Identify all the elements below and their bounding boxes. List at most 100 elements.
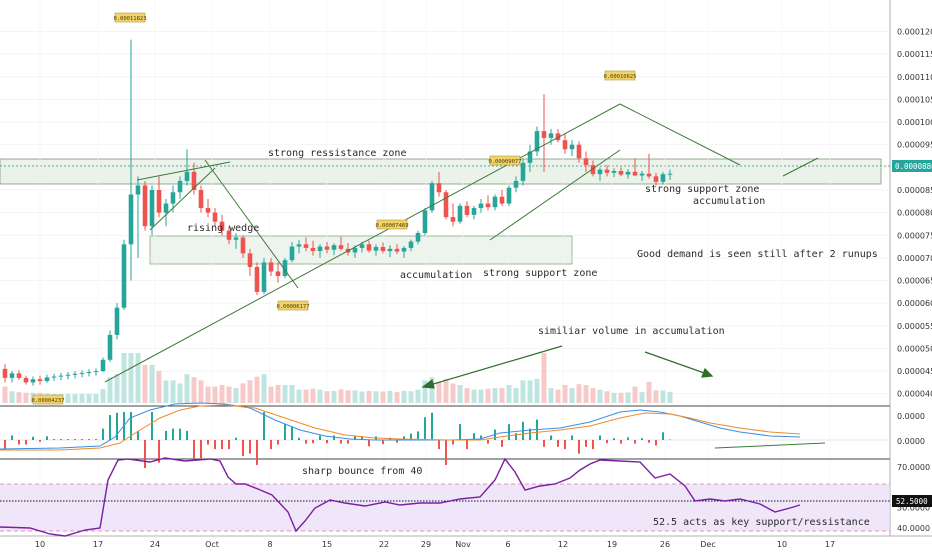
- volume-bar: [233, 388, 239, 403]
- macd-hist-bar: [571, 435, 573, 440]
- macd-hist-bar: [305, 440, 307, 444]
- volume-bar: [128, 353, 134, 403]
- volume-bar: [646, 381, 652, 403]
- candle-body: [464, 205, 470, 215]
- volume-bar: [212, 386, 218, 403]
- demand-note: Good demand is seen still after 2 runups: [637, 249, 878, 260]
- rising-wedge-label: rising wedge: [187, 223, 259, 234]
- candle-body: [44, 377, 50, 382]
- macd-hist-bar: [137, 430, 139, 440]
- volume-bar: [569, 388, 575, 403]
- volume-bar: [219, 385, 225, 403]
- macd-hist-bar: [60, 439, 62, 440]
- candle-body: [170, 192, 176, 204]
- candle-body: [555, 133, 561, 141]
- macd-hist-bar: [312, 440, 314, 444]
- volume-bar: [114, 374, 120, 403]
- macd-hist-bar: [585, 440, 587, 447]
- rsi-tick-label: 70.0000: [897, 463, 930, 472]
- candle-body: [450, 217, 456, 222]
- grid: [0, 0, 890, 536]
- volume-bar: [373, 391, 379, 403]
- macd-hist-bar: [627, 437, 629, 440]
- accumulation-label-1: accumulation: [400, 270, 472, 281]
- candle-body: [492, 196, 498, 208]
- macd-hist-bar: [116, 412, 118, 440]
- candle-body: [107, 334, 113, 360]
- price-marker-tag: [376, 219, 408, 230]
- macd-hist-bar: [95, 439, 97, 440]
- candle-body: [646, 173, 652, 177]
- candle-body: [338, 245, 344, 249]
- volume-bar: [625, 392, 631, 403]
- price-marker-tag: [277, 300, 309, 311]
- volume-bar: [100, 389, 106, 403]
- candle-body: [184, 171, 190, 181]
- time-tick-label: Oct: [205, 540, 219, 549]
- volume-bar: [247, 380, 253, 403]
- time-tick-label: Dec: [700, 540, 715, 549]
- candle-body: [520, 162, 526, 181]
- rsi-band: [0, 484, 890, 531]
- volume-bar: [338, 389, 344, 403]
- candle-body: [443, 192, 449, 218]
- candle-body: [471, 208, 477, 215]
- volume-bar: [331, 390, 337, 403]
- price-tick-label: 0.00008500: [897, 186, 932, 195]
- macd-hist-bar: [347, 440, 349, 444]
- price-tick-label: 0.00011000: [897, 73, 932, 82]
- macd-hist-bar: [235, 437, 237, 440]
- macd-hist-bar: [256, 440, 258, 465]
- candle-body: [100, 359, 106, 372]
- price-tick-label: 0.00009500: [897, 141, 932, 150]
- candle-body: [219, 221, 225, 231]
- volume-bar: [548, 388, 554, 403]
- macd-hist-bar: [606, 440, 608, 444]
- price-tick-label: 0.00005000: [897, 344, 932, 353]
- volume-bar: [310, 388, 316, 403]
- candle-body: [457, 205, 463, 222]
- volume-arrow-right: [644, 351, 708, 375]
- volume-bar: [583, 385, 589, 403]
- macd-hist-bar: [487, 440, 489, 444]
- macd-axis: 0.0000 0.0000: [897, 412, 925, 446]
- macd-hist-bar: [361, 436, 363, 440]
- volume-bar: [415, 389, 421, 403]
- price-marker-text: 0.00007469: [375, 223, 408, 229]
- volume-bar: [660, 390, 666, 403]
- macd-hist-bar: [648, 440, 650, 443]
- candle-body: [65, 374, 71, 376]
- volume-bar: [184, 374, 190, 403]
- macd-hist-bar: [620, 440, 622, 444]
- volume-bar: [72, 394, 78, 403]
- macd-hist-bar: [298, 437, 300, 440]
- candle-body: [583, 158, 589, 166]
- volume-bar: [422, 380, 428, 403]
- volume-bar: [380, 391, 386, 403]
- macd-hist-bar: [200, 440, 202, 459]
- macd-hist-bar: [452, 440, 454, 445]
- candle-body: [135, 185, 141, 195]
- candle-body: [331, 245, 337, 250]
- candle-body: [177, 180, 183, 193]
- macd-hist-bar: [578, 440, 580, 454]
- price-tick-label: 0.00012000: [897, 27, 932, 36]
- accumulation-label-2: accumulation: [693, 196, 765, 207]
- wedge-upper: [136, 161, 231, 181]
- volume-bar: [471, 389, 477, 403]
- candle-body: [548, 133, 554, 138]
- macd-hist-bar: [662, 432, 664, 440]
- rsi-key-badge: 52.5000: [892, 495, 932, 507]
- price-tick-label: 0.00006500: [897, 277, 932, 286]
- macd-hist-bar: [270, 440, 272, 450]
- macd-hist-bar: [550, 435, 552, 440]
- candle-body: [121, 244, 127, 308]
- candle-body: [72, 373, 78, 375]
- volume-bar: [170, 380, 176, 403]
- macd-hist-bar: [242, 440, 244, 456]
- macd-hist-bar: [74, 439, 76, 440]
- long-uptrend-line: [104, 103, 621, 383]
- candle-body: [660, 174, 666, 182]
- signal-line: [0, 404, 801, 451]
